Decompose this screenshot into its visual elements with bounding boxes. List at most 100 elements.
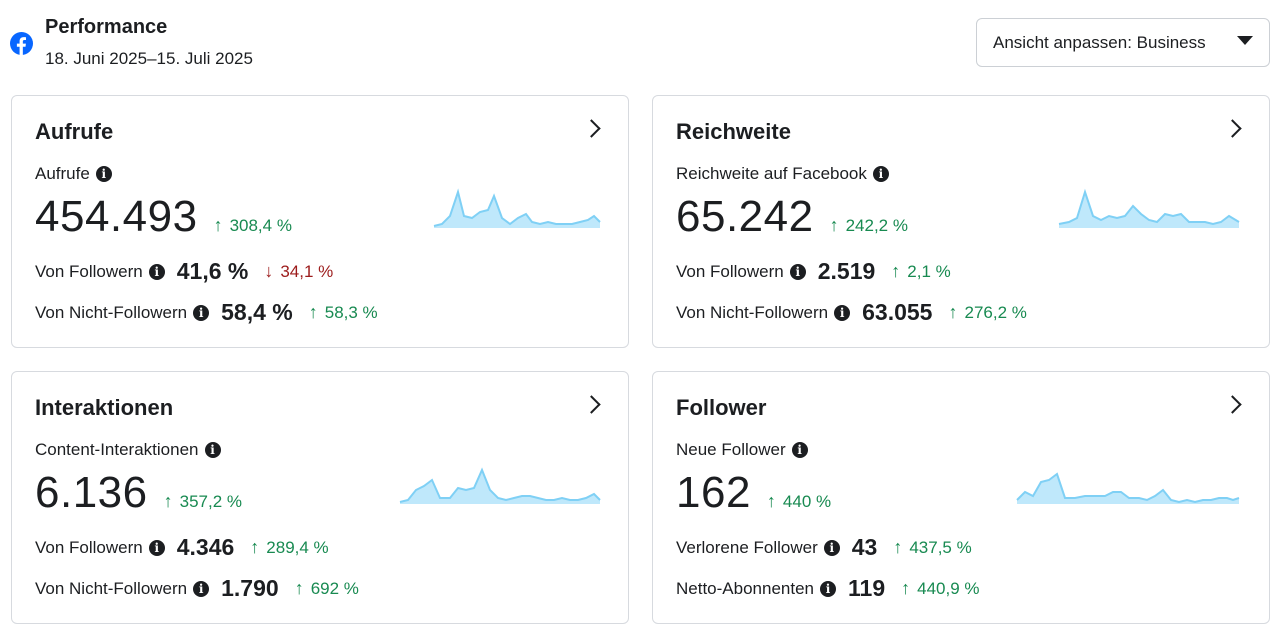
row-change-value: 437,5 % <box>909 537 972 557</box>
page-title: Performance <box>45 16 168 38</box>
facebook-logo-icon <box>10 32 33 55</box>
metric-label-text: Neue Follower <box>676 440 786 459</box>
metric-main: 162 ↑ 440 % <box>676 468 831 518</box>
arrow-up-icon: ↑ <box>891 261 901 281</box>
row-change: ↑ 276,2 % <box>948 302 1026 323</box>
chevron-right-icon[interactable] <box>1223 119 1242 138</box>
arrow-up-icon: ↑ <box>901 578 911 598</box>
info-icon[interactable]: i <box>148 263 165 280</box>
row-label: Von Followern <box>676 261 784 281</box>
card-views[interactable]: Aufrufe Aufrufe i 454.493 ↑ 308,4 % Von F… <box>11 95 629 348</box>
caret-down-icon <box>1237 36 1253 45</box>
metric-change-value: 440 % <box>782 491 832 511</box>
metric-label-text: Content-Interaktionen <box>35 440 199 459</box>
row-change: ↓ 34,1 % <box>264 261 333 282</box>
card-title: Follower <box>676 395 767 420</box>
row-change-value: 289,4 % <box>266 537 329 557</box>
row-change: ↑ 692 % <box>295 578 359 599</box>
metric-change-value: 242,2 % <box>845 215 908 235</box>
metric-row-non-followers: Von Nicht-Followern i 58,4 % ↑ 58,3 % <box>35 299 378 326</box>
chevron-right-icon[interactable] <box>1223 395 1242 414</box>
info-icon[interactable]: i <box>193 580 210 597</box>
info-icon[interactable]: i <box>823 539 840 556</box>
metric-change: ↑ 357,2 % <box>164 491 242 512</box>
row-label: Verlorene Follower <box>676 537 818 557</box>
card-interactions[interactable]: Interaktionen Content-Interaktionen i 6.… <box>11 371 629 624</box>
row-label: Von Followern <box>35 261 143 281</box>
metric-main: 6.136 ↑ 357,2 % <box>35 468 242 518</box>
info-icon[interactable]: i <box>820 580 836 597</box>
row-change: ↑ 289,4 % <box>250 537 328 558</box>
info-icon[interactable]: i <box>95 166 112 182</box>
row-value: 119 <box>848 575 886 601</box>
row-value: 4.346 <box>176 534 235 560</box>
row-change-value: 34,1 % <box>280 261 334 281</box>
row-label: Netto-Abonnenten <box>676 578 814 598</box>
metric-main: 454.493 ↑ 308,4 % <box>35 192 292 242</box>
arrow-up-icon: ↑ <box>766 491 776 511</box>
metric-row-non-followers: Von Nicht-Followern i 1.790 ↑ 692 % <box>35 575 359 602</box>
arrow-up-icon: ↑ <box>294 578 304 598</box>
row-change-value: 2,1 % <box>907 261 951 281</box>
arrow-up-icon: ↑ <box>308 302 318 322</box>
metric-value: 65.242 <box>676 192 814 241</box>
metric-row-non-followers: Von Nicht-Followern i 63.055 ↑ 276,2 % <box>676 299 1027 326</box>
sparkline-chart <box>433 188 601 228</box>
row-value: 58,4 % <box>221 299 293 325</box>
row-value: 43 <box>851 534 878 560</box>
row-value: 63.055 <box>862 299 933 325</box>
metric-label-text: Aufrufe <box>35 164 90 183</box>
metric-change-value: 357,2 % <box>179 491 242 511</box>
chevron-right-icon[interactable] <box>582 119 601 138</box>
row-value: 2.519 <box>817 258 876 284</box>
row-change: ↑ 58,3 % <box>309 302 378 323</box>
info-icon[interactable]: i <box>834 304 851 321</box>
metric-value: 6.136 <box>35 468 148 517</box>
card-reach[interactable]: Reichweite Reichweite auf Facebook i 65.… <box>652 95 1270 348</box>
info-icon[interactable]: i <box>789 263 806 280</box>
metric-main: 65.242 ↑ 242,2 % <box>676 192 908 242</box>
arrow-down-icon: ↓ <box>264 261 274 281</box>
row-value: 1.790 <box>221 575 279 601</box>
row-change-value: 276,2 % <box>964 302 1027 322</box>
metric-label: Neue Follower i <box>676 440 808 460</box>
metric-change: ↑ 308,4 % <box>214 215 292 236</box>
card-title: Interaktionen <box>35 395 174 420</box>
metric-value: 454.493 <box>35 192 198 241</box>
metric-row-followers: Von Followern i 41,6 % ↓ 34,1 % <box>35 258 333 285</box>
chevron-right-icon[interactable] <box>582 395 601 414</box>
metric-row-followers: Von Followern i 4.346 ↑ 289,4 % <box>35 534 329 561</box>
metric-change: ↑ 440 % <box>767 491 831 512</box>
sparkline-chart <box>1016 472 1240 504</box>
arrow-up-icon: ↑ <box>250 537 260 557</box>
info-icon[interactable]: i <box>193 304 210 321</box>
card-followers[interactable]: Follower Neue Follower i 162 ↑ 440 % Verl… <box>652 371 1270 624</box>
row-change-value: 440,9 % <box>917 578 980 598</box>
info-icon[interactable]: i <box>791 442 808 458</box>
info-icon[interactable]: i <box>872 166 889 182</box>
arrow-up-icon: ↑ <box>163 491 173 511</box>
info-icon[interactable]: i <box>204 442 221 458</box>
arrow-up-icon: ↑ <box>213 215 223 235</box>
row-label: Von Nicht-Followern <box>35 302 188 322</box>
metric-row-followers: Von Followern i 2.519 ↑ 2,1 % <box>676 258 951 285</box>
row-label: Von Nicht-Followern <box>676 302 829 322</box>
customize-view-label: Ansicht anpassen: Business <box>993 32 1206 52</box>
card-title: Aufrufe <box>35 119 114 144</box>
metric-value: 162 <box>676 468 751 517</box>
row-change-value: 58,3 % <box>324 302 378 322</box>
date-range: 18. Juni 2025–15. Juli 2025 <box>45 49 253 68</box>
info-icon[interactable]: i <box>148 539 165 556</box>
card-title: Reichweite <box>676 119 791 144</box>
metric-change-value: 308,4 % <box>229 215 292 235</box>
sparkline-chart <box>1058 188 1240 228</box>
metric-label: Content-Interaktionen i <box>35 440 221 460</box>
row-label: Von Followern <box>35 537 143 557</box>
row-change: ↑ 437,5 % <box>893 537 971 558</box>
metric-label: Aufrufe i <box>35 164 112 184</box>
metric-row-lost-followers: Verlorene Follower i 43 ↑ 437,5 % <box>676 534 972 561</box>
metric-change: ↑ 242,2 % <box>830 215 908 236</box>
row-change: ↑ 2,1 % <box>891 261 950 282</box>
arrow-up-icon: ↑ <box>829 215 839 235</box>
customize-view-dropdown[interactable]: Ansicht anpassen: Business <box>976 18 1270 67</box>
